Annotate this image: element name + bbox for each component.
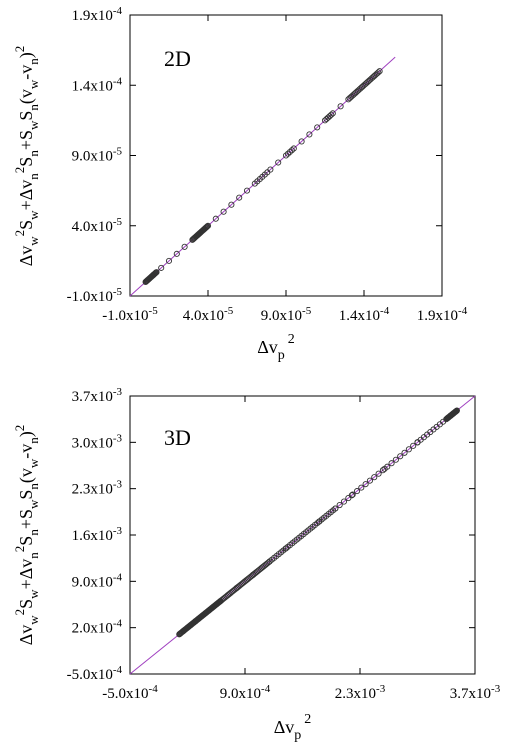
x-tick-label: -5.0x10-4 xyxy=(102,683,158,702)
x-tick-label: 1.4x10-4 xyxy=(339,305,390,324)
x-axis-label: Δvp2 xyxy=(274,712,312,743)
panel-label: 3D xyxy=(164,425,191,450)
data-point xyxy=(332,505,339,512)
data-point xyxy=(173,250,180,257)
data-point xyxy=(181,243,188,250)
data-point xyxy=(204,222,212,229)
data-point xyxy=(375,470,382,477)
data-point xyxy=(275,159,282,166)
x-tick-label: 9.0x10-4 xyxy=(220,683,271,702)
data-point xyxy=(401,449,408,456)
data-point xyxy=(298,138,305,145)
svg-text:Δvw2Sw+Δvn2Sn+SwSn(vw-vn)2: Δvw2Sw+Δvn2Sn+SwSn(vw-vn)2 xyxy=(12,425,41,646)
data-point xyxy=(165,257,173,264)
data-point xyxy=(405,446,412,453)
data-point xyxy=(158,264,165,271)
data-point xyxy=(340,498,348,505)
data-point xyxy=(288,147,295,154)
data-point xyxy=(388,460,395,467)
y-axis-label: Δvw2Sw+Δvn2Sn+SwSn(vw-vn)2 xyxy=(12,46,41,267)
data-point xyxy=(453,407,460,414)
data-point xyxy=(233,584,240,592)
y-tick-label: 9.0x10-4 xyxy=(72,571,123,590)
y-axis-label: Δvw2Sw+Δvn2Sn+SwSn(vw-vn)2 xyxy=(12,425,41,646)
data-point xyxy=(328,111,335,118)
data-point xyxy=(315,518,322,525)
data-point xyxy=(353,488,361,495)
data-point xyxy=(397,453,404,460)
data-point xyxy=(228,201,235,208)
data-point xyxy=(192,617,199,625)
data-point xyxy=(337,103,344,110)
data-point xyxy=(375,69,382,76)
data-point xyxy=(371,474,378,481)
data-point xyxy=(243,187,251,194)
data-point xyxy=(180,627,187,635)
data-point xyxy=(366,477,373,484)
panel-label: 2D xyxy=(164,46,191,71)
data-point xyxy=(290,145,297,152)
x-axis-label: Δvp2 xyxy=(257,332,295,363)
y-tick-label: 2.0x10-4 xyxy=(72,618,123,637)
data-point xyxy=(202,224,210,231)
y-tick-label: 1.6x10-3 xyxy=(72,525,123,544)
chart-panel-3d: -5.0x10-4 9.0x10-4 2.3x10-3 3.7x10-3 -5.0x10… xyxy=(12,386,501,743)
data-point xyxy=(204,223,211,230)
svg-text:Δvw2Sw+Δvn2Sn+SwSn(vw-vn)2: Δvw2Sw+Δvn2Sn+SwSn(vw-vn)2 xyxy=(12,46,41,267)
data-point xyxy=(447,412,454,419)
x-tick-label: -1.0x10-5 xyxy=(102,305,158,324)
data-point xyxy=(348,492,355,499)
x-tick-label: 2.3x10-3 xyxy=(335,683,386,702)
data-point xyxy=(414,439,421,446)
data-point xyxy=(379,467,386,474)
data-point xyxy=(283,545,290,552)
data-point xyxy=(410,442,417,449)
y-tick-label: -1.0x10-5 xyxy=(67,286,123,305)
x-tick-label: 4.0x10-5 xyxy=(183,305,234,324)
data-point xyxy=(336,501,343,509)
data-point xyxy=(314,124,321,131)
y-tick-label: 9.0x10-5 xyxy=(72,146,123,165)
data-point xyxy=(358,484,365,491)
data-point xyxy=(362,481,369,488)
data-point xyxy=(349,491,356,498)
y-tick-label: 1.9x10-4 xyxy=(72,5,123,24)
y-tick-label: 4.0x10-5 xyxy=(72,216,123,235)
data-point xyxy=(381,465,388,472)
y-tick-label: 1.4x10-4 xyxy=(72,75,123,94)
data-point xyxy=(250,571,257,578)
y-tick-label: 2.3x10-3 xyxy=(72,479,123,498)
data-point xyxy=(203,223,210,231)
data-point xyxy=(267,166,274,173)
x-tick-label: 3.7x10-3 xyxy=(450,683,501,702)
x-tick-label: 9.0x10-5 xyxy=(261,305,312,324)
data-point xyxy=(329,110,336,117)
chart-panel-2d: -1.0x10-5 4.0x10-5 9.0x10-5 1.4x10-4 1.9x10-… xyxy=(12,5,468,363)
y-tick-label: 3.0x10-3 xyxy=(72,432,123,451)
data-point xyxy=(392,456,399,463)
y-tick-label: -5.0x10-4 xyxy=(67,664,123,683)
data-point xyxy=(284,150,292,157)
data-point xyxy=(220,208,227,215)
data-point xyxy=(306,131,313,138)
data-point xyxy=(236,194,243,201)
data-point xyxy=(150,271,157,278)
data-point xyxy=(376,68,383,75)
data-point xyxy=(282,152,290,159)
data-point xyxy=(212,215,219,222)
data-point xyxy=(286,148,293,156)
y-tick-label: 3.7x10-3 xyxy=(72,386,123,405)
x-tick-label: 1.9x10-4 xyxy=(417,305,468,324)
data-point xyxy=(209,604,216,611)
